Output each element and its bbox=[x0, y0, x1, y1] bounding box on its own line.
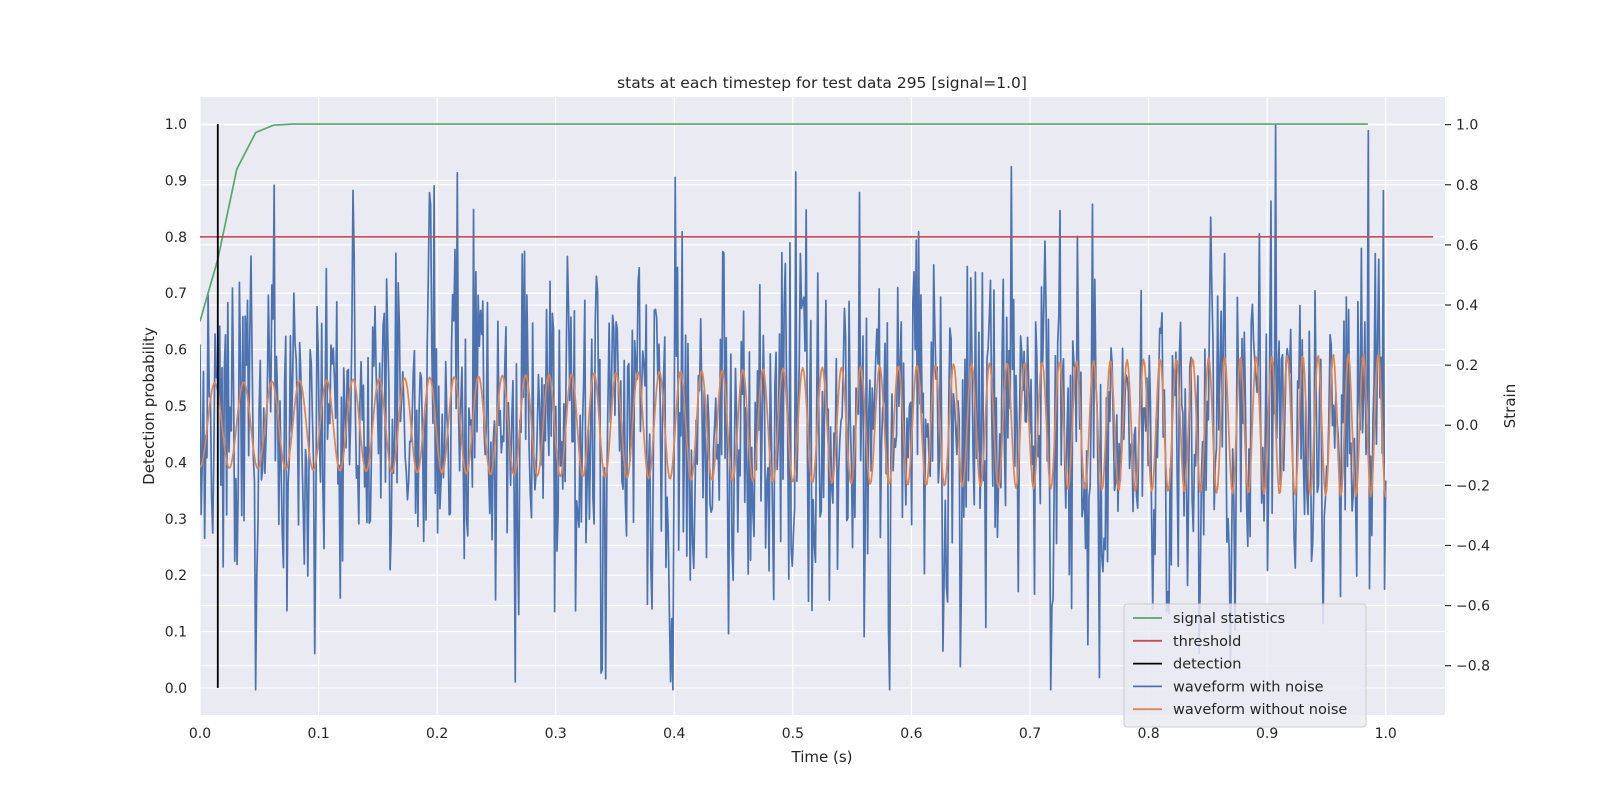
x-tick-label: 0.5 bbox=[782, 726, 804, 742]
x-tick-label: 0.9 bbox=[1256, 726, 1278, 742]
series-group bbox=[200, 123, 1434, 691]
x-tick-label: 0.7 bbox=[1019, 726, 1041, 742]
y-tick-label: 0.0 bbox=[165, 681, 187, 697]
y2-tick-label: 0.8 bbox=[1456, 178, 1478, 194]
series-line-waveform-without-noise bbox=[200, 353, 1387, 498]
legend-label: waveform with noise bbox=[1173, 679, 1324, 695]
y-tick-label: 0.2 bbox=[165, 568, 187, 584]
y2-tick-label: −0.4 bbox=[1456, 538, 1490, 554]
y2-tick-label: 1.0 bbox=[1456, 118, 1478, 134]
x-tick-label: 0.2 bbox=[426, 726, 448, 742]
y2-tick-label: −0.2 bbox=[1456, 478, 1490, 494]
legend-box bbox=[1123, 603, 1367, 728]
y2-axis-title: Strain bbox=[1501, 384, 1519, 428]
legend-label: waveform without noise bbox=[1173, 702, 1347, 718]
legend: signal statistics threshold detection wavef… bbox=[1123, 603, 1367, 728]
legend-label: signal statistics bbox=[1173, 611, 1285, 627]
x-axis-title: Time (s) bbox=[791, 748, 853, 766]
x-tick-label: 0.6 bbox=[900, 726, 922, 742]
y2-tick-label: 0.6 bbox=[1456, 238, 1478, 254]
series-line-signal-statistics bbox=[200, 123, 1368, 322]
y-tick-label: 0.1 bbox=[165, 625, 187, 641]
legend-label: threshold bbox=[1173, 634, 1241, 650]
legend-label: detection bbox=[1173, 657, 1241, 673]
x-tick-label: 0.3 bbox=[545, 726, 567, 742]
chart-title: stats at each timestep for test data 295… bbox=[617, 74, 1027, 92]
y2-tick-label: 0.4 bbox=[1456, 298, 1478, 314]
y-tick-label: 0.8 bbox=[165, 230, 187, 246]
y2-tick-label: −0.6 bbox=[1456, 599, 1490, 615]
axes: 0.0 0.1 0.2 0.3 0.4 0.5 0.6 0.7 0.8 0.9 1.0 0.0 0.1 0… bbox=[165, 117, 1490, 742]
y-tick-label: 0.6 bbox=[165, 343, 187, 359]
y2-tick-label: −0.8 bbox=[1456, 659, 1490, 675]
series-line-waveform-with-noise bbox=[200, 123, 1387, 691]
y-tick-label: 0.7 bbox=[165, 286, 187, 302]
y-tick-label: 0.4 bbox=[165, 455, 187, 471]
y2-tick-label: 0.0 bbox=[1456, 418, 1478, 434]
y2-tick-label: 0.2 bbox=[1456, 358, 1478, 374]
x-tick-label: 0.8 bbox=[1137, 726, 1159, 742]
y-tick-label: 1.0 bbox=[165, 117, 187, 133]
x-tick-label: 1.0 bbox=[1375, 726, 1397, 742]
y-tick-label: 0.3 bbox=[165, 512, 187, 528]
y-axis-title: Detection probability bbox=[140, 327, 158, 485]
x-tick-label: 0.1 bbox=[307, 726, 329, 742]
x-tick-label: 0.0 bbox=[189, 726, 211, 742]
y-tick-label: 0.5 bbox=[165, 399, 187, 415]
x-tick-label: 0.4 bbox=[663, 726, 685, 742]
y-tick-label: 0.9 bbox=[165, 173, 187, 189]
